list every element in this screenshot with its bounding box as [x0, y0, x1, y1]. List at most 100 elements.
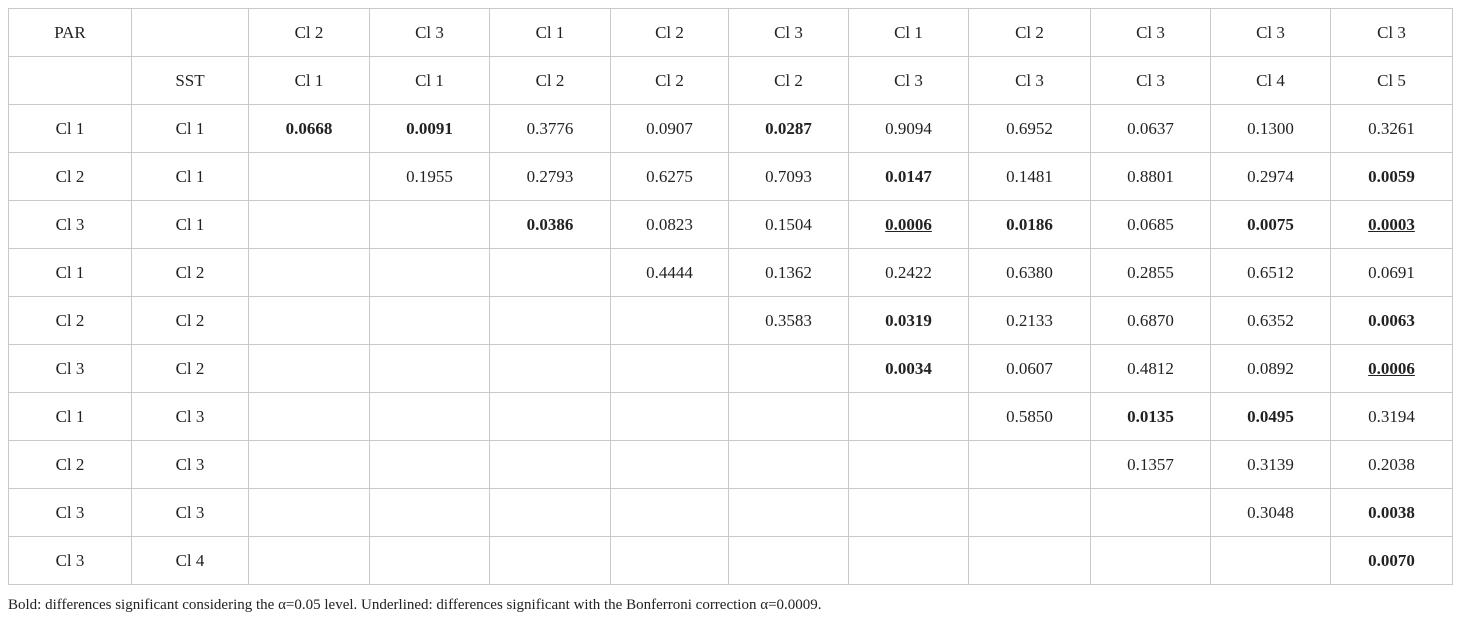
cell-text: Cl 4 — [1256, 70, 1285, 90]
cell-text: Cl 2 — [535, 70, 565, 90]
table-cell: 0.4444 — [610, 248, 729, 297]
table-cell: Cl 2 — [8, 152, 132, 201]
cell-text: Cl 2 — [55, 166, 85, 186]
table-cell: Cl 1 — [848, 8, 969, 57]
cell-text: 0.0607 — [1006, 358, 1053, 378]
table-cell: 0.9094 — [848, 104, 969, 153]
table-cell: 0.0075 — [1210, 200, 1331, 249]
table-cell: 0.1955 — [369, 152, 490, 201]
cell-text: Cl 3 — [55, 214, 85, 234]
body-row: Cl 2 Cl 2 0.3583 0.0319 0.2133 0.6870 0.6352 0.… — [8, 296, 1453, 345]
cell-text: Cl 3 — [175, 454, 205, 474]
table-cell: Cl 2 — [131, 248, 249, 297]
table-cell: 0.0287 — [728, 104, 849, 153]
table-cell — [1090, 536, 1211, 585]
table-cell — [728, 440, 849, 489]
table-cell: Cl 1 — [369, 56, 490, 105]
table-cell: 0.0319 — [848, 296, 969, 345]
cell-text: 0.3261 — [1368, 118, 1415, 138]
table-cell: 0.0059 — [1330, 152, 1453, 201]
cell-text: 0.0063 — [1368, 310, 1415, 330]
table-cell — [1210, 536, 1331, 585]
cell-text: 0.2133 — [1006, 310, 1053, 330]
cell-text: Cl 1 — [55, 118, 85, 138]
body-row: Cl 2 Cl 3 0.1357 0.3139 0.2038 — [8, 440, 1453, 489]
table-cell — [248, 488, 370, 537]
cell-text: Cl 3 — [55, 502, 85, 522]
cell-text: Cl 2 — [774, 70, 803, 90]
cell-text: 0.0823 — [646, 214, 693, 234]
cell-text: 0.0319 — [885, 310, 932, 330]
table-cell — [489, 536, 611, 585]
body-row: Cl 3 Cl 4 0.0070 — [8, 536, 1453, 585]
table-cell: 0.1357 — [1090, 440, 1211, 489]
cell-text: 0.6380 — [1006, 262, 1053, 282]
cell-text: Cl 3 — [1015, 70, 1044, 90]
cell-text: Cl 2 — [55, 310, 85, 330]
table-cell: Cl 2 — [489, 56, 611, 105]
table-cell: 0.2038 — [1330, 440, 1453, 489]
table-cell: 0.6380 — [968, 248, 1091, 297]
table-cell — [610, 440, 729, 489]
cell-text: Cl 1 — [55, 406, 85, 426]
table-cell: 0.0907 — [610, 104, 729, 153]
cell-text: 0.3194 — [1368, 406, 1415, 426]
cell-text: 0.0147 — [885, 166, 932, 186]
cell-text: 0.0287 — [765, 118, 812, 138]
table-cell: Cl 3 — [1330, 8, 1453, 57]
table-cell: 0.0063 — [1330, 296, 1453, 345]
table-cell: 0.4812 — [1090, 344, 1211, 393]
cell-text: 0.6512 — [1247, 262, 1294, 282]
cell-text: 0.0186 — [1006, 214, 1053, 234]
cell-text: Cl 3 — [55, 358, 85, 378]
table-cell: PAR — [8, 8, 132, 57]
table-cell: 0.2974 — [1210, 152, 1331, 201]
table-cell — [248, 152, 370, 201]
cell-text: 0.1481 — [1006, 166, 1053, 186]
table-cell: Cl 2 — [248, 8, 370, 57]
table-cell: 0.6512 — [1210, 248, 1331, 297]
cell-text: 0.3583 — [765, 310, 812, 330]
table-cell — [610, 536, 729, 585]
cell-text: Cl 3 — [1136, 70, 1165, 90]
cell-text: 0.6952 — [1006, 118, 1053, 138]
table-cell — [248, 536, 370, 585]
cell-text: Cl 3 — [894, 70, 923, 90]
table-cell — [848, 488, 969, 537]
table-cell: Cl 3 — [1090, 56, 1211, 105]
table-cell — [369, 440, 490, 489]
table-cell — [728, 392, 849, 441]
cell-text: 0.0907 — [646, 118, 693, 138]
table-cell — [610, 392, 729, 441]
table-cell — [968, 440, 1091, 489]
table-cell: 0.0668 — [248, 104, 370, 153]
cell-text: 0.7093 — [765, 166, 812, 186]
table-cell: 0.0147 — [848, 152, 969, 201]
table-cell: 0.2133 — [968, 296, 1091, 345]
table-cell — [1090, 488, 1211, 537]
cell-text: 0.0038 — [1368, 502, 1415, 522]
table-cell: Cl 5 — [1330, 56, 1453, 105]
table-cell: 0.0495 — [1210, 392, 1331, 441]
table-cell — [489, 392, 611, 441]
table-cell: 0.1481 — [968, 152, 1091, 201]
table-cell: 0.1362 — [728, 248, 849, 297]
table-cell: Cl 2 — [8, 296, 132, 345]
table-cell: 0.0637 — [1090, 104, 1211, 153]
cell-text: 0.8801 — [1127, 166, 1174, 186]
table-cell — [968, 488, 1091, 537]
table-cell — [248, 296, 370, 345]
cell-text: 0.0685 — [1127, 214, 1174, 234]
table-cell: Cl 1 — [131, 200, 249, 249]
table-cell: Cl 1 — [131, 152, 249, 201]
table-cell: Cl 4 — [131, 536, 249, 585]
cell-text: 0.1357 — [1127, 454, 1174, 474]
cell-text: Cl 2 — [175, 310, 205, 330]
table-cell: Cl 2 — [8, 440, 132, 489]
cell-text: 0.0034 — [885, 358, 932, 378]
table-cell: Cl 3 — [8, 200, 132, 249]
cell-text: Cl 3 — [1136, 22, 1165, 42]
table-cell: 0.3139 — [1210, 440, 1331, 489]
table-cell: 0.0685 — [1090, 200, 1211, 249]
